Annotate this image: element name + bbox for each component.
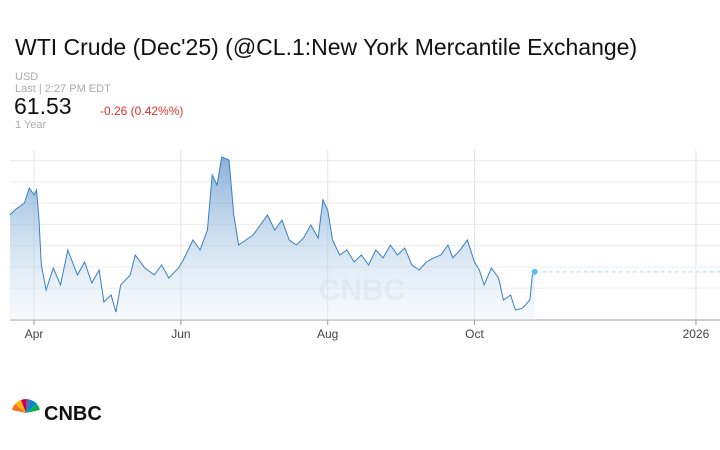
- line: [9, 156, 536, 313]
- x-tick-label: Aug: [317, 327, 338, 341]
- logo: [12, 399, 40, 413]
- x-tick-label: 2026: [683, 327, 710, 341]
- currency: USD: [15, 71, 38, 83]
- area: [10, 157, 535, 320]
- x-tick-label: Jun: [171, 327, 190, 341]
- title: WTI Crude (Dec'25) (@CL.1:New York Merca…: [15, 34, 637, 60]
- change: -0.26 (0.42%%): [100, 104, 183, 118]
- x-tick-label: Oct: [465, 327, 484, 341]
- x-tick-label: Apr: [25, 327, 44, 341]
- range: 1 Year: [15, 119, 47, 131]
- last-point: [531, 268, 538, 275]
- last-time: Last | 2:27 PM EDT: [15, 83, 111, 95]
- price: 61.53: [14, 93, 72, 119]
- logo-text: CNBC: [44, 403, 102, 425]
